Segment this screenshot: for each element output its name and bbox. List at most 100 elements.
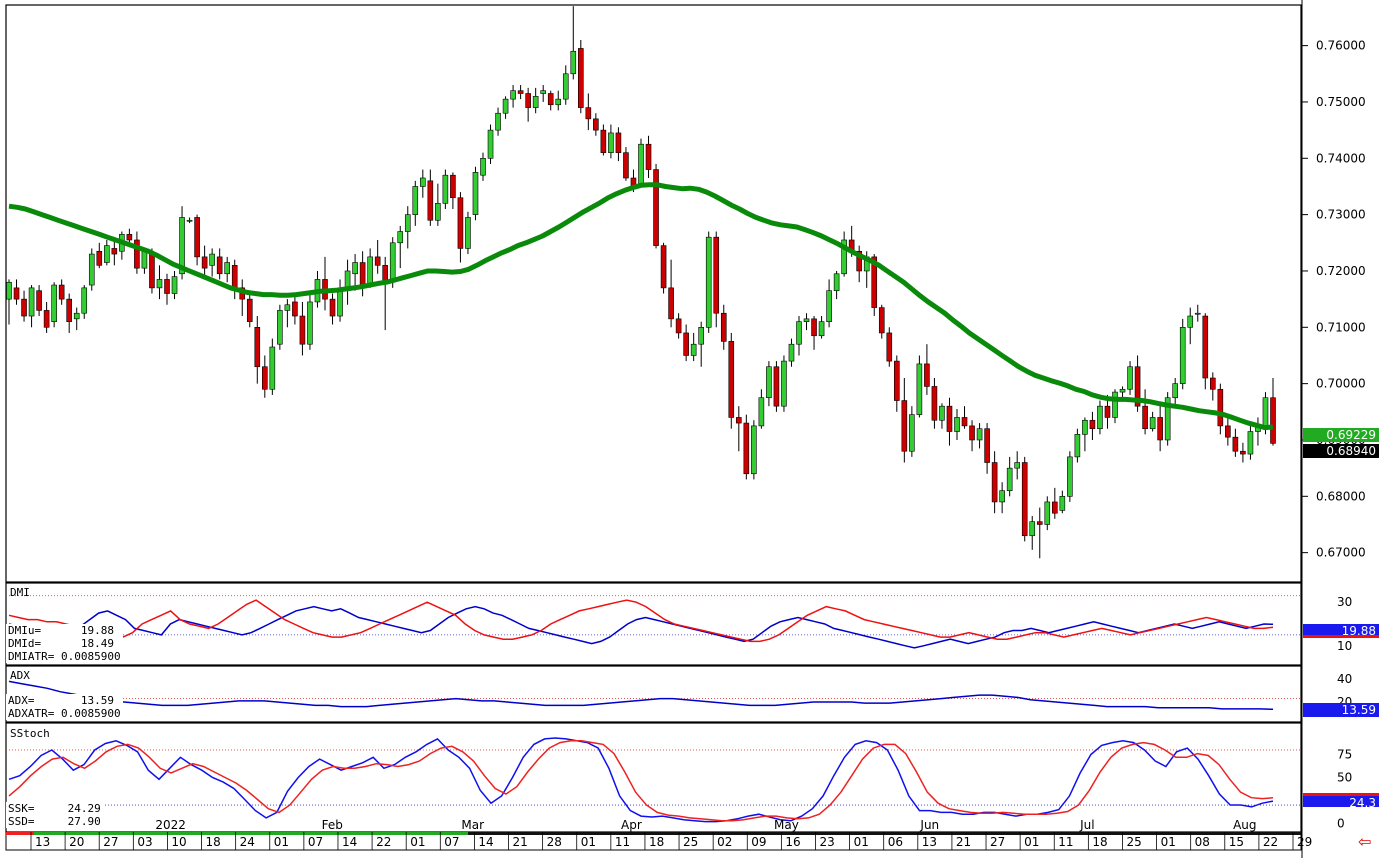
day-tick-label: 07 [308, 835, 323, 849]
indicator-tick-label: 50 [1337, 771, 1352, 785]
day-tick-label: 18 [206, 835, 221, 849]
candle-body [465, 217, 471, 249]
candle-body [916, 363, 923, 415]
adx-frame [5, 665, 1302, 723]
series-line-ssd [8, 740, 1274, 822]
candle-body [1104, 405, 1111, 418]
candle-body [126, 234, 133, 241]
price-tick-label: 0.75000 [1316, 95, 1366, 109]
day-tick-label: 21 [513, 835, 528, 849]
price-tick-label: 0.71000 [1316, 320, 1366, 334]
day-tick-label: 11 [615, 835, 630, 849]
candle-body [713, 236, 720, 314]
candle-body [1097, 405, 1103, 430]
indicator-tick-label: 40 [1337, 672, 1352, 686]
day-tick-label: 13 [35, 835, 50, 849]
day-tick-label: 01 [410, 835, 425, 849]
candle-body [871, 256, 878, 308]
candle-body [743, 422, 750, 475]
candle-body [81, 287, 88, 314]
dmi-value-tag: 19.88 [1303, 624, 1379, 638]
candle-body [1029, 521, 1036, 537]
last-price-tag: 0.68940 [1303, 444, 1379, 458]
price-panel: 0.76000 0.75000 0.74000 0.73000 0.72000 0.710… [6, 6, 1366, 560]
candle-body [660, 245, 667, 289]
candle-body [532, 96, 539, 108]
candle-body [758, 397, 765, 427]
candle-body [246, 298, 253, 322]
day-tick-label: 15 [1229, 835, 1244, 849]
candle-body [13, 287, 20, 300]
candle-body [525, 93, 531, 108]
day-tick-label: 27 [990, 835, 1005, 849]
ma-price-tag: 0.69229 [1303, 428, 1379, 442]
candle-body [487, 129, 494, 159]
dmi-panel-title: DMI [10, 586, 30, 599]
series-line-dmiu [8, 605, 1274, 649]
day-tick-label: 06 [888, 835, 903, 849]
day-tick-label: 21 [956, 835, 971, 849]
candle-body [856, 250, 862, 272]
day-tick-label: 28 [547, 835, 562, 849]
candle-body [1134, 366, 1141, 407]
candle-body [638, 143, 644, 184]
candle-body [931, 386, 938, 421]
price-tick-label: 0.72000 [1316, 264, 1366, 278]
candle-body [1014, 462, 1020, 469]
candle-body [1262, 397, 1269, 430]
candle-body [578, 48, 584, 108]
candle-body [901, 400, 908, 452]
candle-body [104, 245, 110, 263]
day-tick-label: 29 [1297, 835, 1312, 849]
candle-body [359, 262, 366, 286]
candle-body [1187, 315, 1194, 328]
candle-body [1082, 419, 1088, 435]
candle-body [1036, 521, 1043, 525]
candle-body [1119, 388, 1126, 393]
day-tick-label: 08 [1195, 835, 1210, 849]
sstoch-readout: SSK= 24.29 SSD= 27.90 [6, 802, 103, 828]
candle-body [442, 174, 449, 204]
day-tick-label: 22 [376, 835, 391, 849]
candle-body [420, 177, 426, 187]
candle-body [818, 321, 825, 337]
candle-body [510, 90, 516, 100]
day-tick-label: 22 [1263, 835, 1278, 849]
day-tick-label: 01 [854, 835, 869, 849]
price-tick-label: 0.74000 [1316, 151, 1366, 165]
candle-body [690, 343, 697, 356]
scroll-left-arrow-icon[interactable]: ⇦ [1358, 832, 1372, 851]
candle-body [939, 405, 945, 421]
candle-body [1074, 434, 1081, 458]
candle-body [1112, 391, 1118, 418]
candle-body [224, 262, 230, 275]
candle-body [6, 281, 12, 300]
candle-body [164, 279, 170, 294]
candle-body [954, 417, 960, 432]
month-label: Aug [1233, 818, 1256, 832]
candle-body [593, 118, 599, 131]
candle-body [156, 279, 163, 289]
candle-body [999, 490, 1005, 503]
candle-body [796, 321, 802, 345]
day-tick-label: 27 [103, 835, 118, 849]
candle-body [269, 346, 276, 390]
month-label: Jun [919, 818, 939, 832]
day-tick-label: 07 [444, 835, 459, 849]
candle-body [924, 363, 930, 387]
candle-body [435, 203, 441, 221]
candle-body [352, 262, 358, 275]
candle-body [788, 343, 795, 362]
day-tick-label: 10 [171, 835, 186, 849]
candle-body [751, 425, 757, 475]
candle-body [58, 284, 65, 300]
candle-body [781, 360, 787, 407]
candle-body [1089, 419, 1096, 430]
month-label: Jul [1079, 818, 1094, 832]
indicator-tick-label: 0 [1337, 816, 1345, 830]
day-tick-label: 18 [1092, 835, 1107, 849]
candle-body [36, 290, 42, 311]
candle-body [450, 174, 456, 199]
